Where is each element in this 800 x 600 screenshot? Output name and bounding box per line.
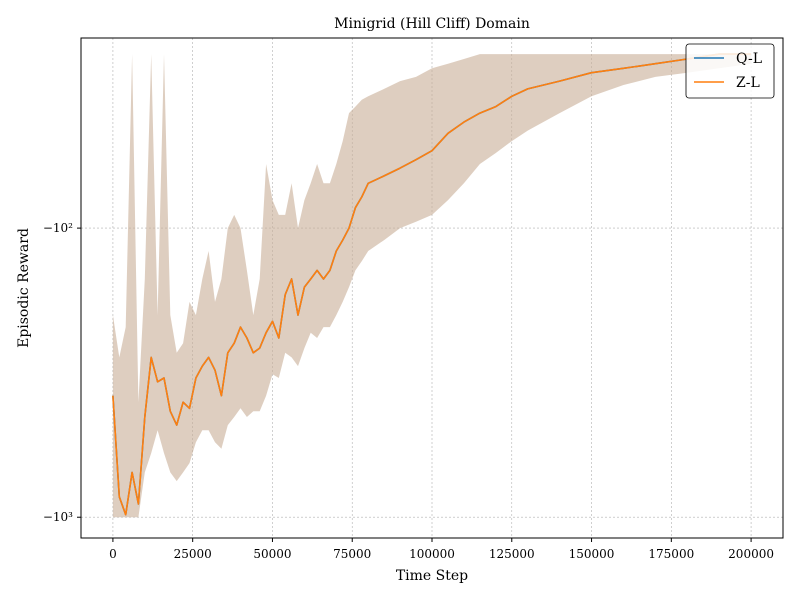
legend-label: Z-L <box>736 75 760 91</box>
legend-label: Q-L <box>736 51 762 67</box>
grid-lines <box>81 38 783 538</box>
x-tick-label: 125000 <box>489 547 535 561</box>
x-tick-label: 100000 <box>409 547 455 561</box>
y-tick-label: −10² <box>43 221 73 235</box>
x-tick-label: 175000 <box>648 547 694 561</box>
x-tick-label: 75000 <box>333 547 371 561</box>
x-axis-label: Time Step <box>396 568 468 584</box>
legend: Q-L Z-L <box>685 43 775 99</box>
x-tick-label: 0 <box>109 547 117 561</box>
x-tick-label: 200000 <box>728 547 774 561</box>
series-lines <box>112 53 752 516</box>
y-tick-label: −10³ <box>43 510 73 524</box>
chart-title: Minigrid (Hill Cliff) Domain <box>334 16 530 32</box>
axis-ticks: 0 25000 50000 75000 100000 125000 150000 175000… <box>43 221 774 561</box>
x-tick-label: 150000 <box>569 547 615 561</box>
variance-band <box>112 54 752 518</box>
y-axis-label: Episodic Reward <box>16 228 32 348</box>
variance-band-area <box>112 54 752 518</box>
series-line-z-l <box>112 53 752 516</box>
x-tick-label: 50000 <box>253 547 291 561</box>
x-tick-label: 25000 <box>174 547 212 561</box>
